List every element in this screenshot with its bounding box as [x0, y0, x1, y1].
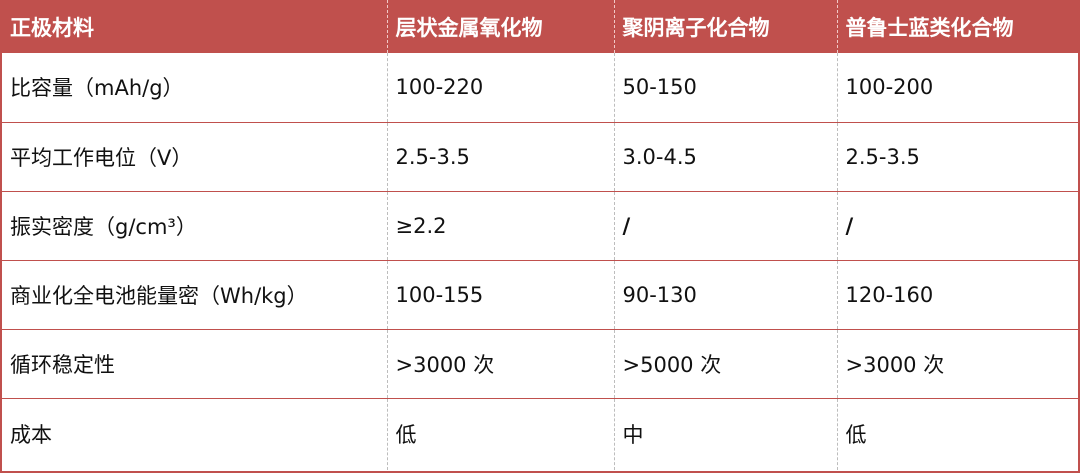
- table-header: 正极材料 层状金属氧化物 聚阴离子化合物 普鲁士蓝类化合物: [2, 0, 1078, 53]
- table-cell: 100-155: [386, 259, 614, 329]
- table-cell: ≥2.2: [386, 190, 614, 260]
- table-cell: 低: [836, 397, 1078, 470]
- header-cell-layered-oxide: 层状金属氧化物: [386, 0, 614, 53]
- table-cell: 3.0-4.5: [613, 121, 837, 191]
- header-cell-material: 正极材料: [10, 15, 94, 40]
- row-label: 成本: [2, 397, 387, 470]
- row-label: 商业化全电池能量密（Wh/kg）: [2, 259, 387, 329]
- table-row: 平均工作电位（V） 2.5-3.5 3.0-4.5 2.5-3.5: [2, 121, 1078, 191]
- table-cell: 2.5-3.5: [386, 121, 614, 191]
- table-row: 比容量（mAh/g） 100-220 50-150 100-200: [2, 53, 1078, 122]
- table-cell: 120-160: [836, 259, 1078, 329]
- table-row: 循环稳定性 >3000 次 >5000 次 >3000 次: [2, 328, 1078, 398]
- table-cell: >3000 次: [386, 328, 614, 398]
- table-row: 成本 低 中 低: [2, 397, 1078, 470]
- header-cell-prussian-blue: 普鲁士蓝类化合物: [836, 0, 1078, 53]
- table-cell: 2.5-3.5: [836, 121, 1078, 191]
- table-row: 商业化全电池能量密（Wh/kg） 100-155 90-130 120-160: [2, 259, 1078, 329]
- row-label: 振实密度（g/cm³）: [2, 190, 387, 260]
- row-label: 平均工作电位（V）: [2, 121, 387, 191]
- table-cell: 低: [386, 397, 614, 470]
- table-cell: 90-130: [613, 259, 837, 329]
- header-cell-polyanion: 聚阴离子化合物: [613, 0, 837, 53]
- table-cell: >5000 次: [613, 328, 837, 398]
- table-cell: 100-220: [386, 53, 614, 122]
- header-row: 正极材料 层状金属氧化物 聚阴离子化合物 普鲁士蓝类化合物: [2, 0, 1078, 53]
- table-cell: 100-200: [836, 53, 1078, 122]
- table-cell: 50-150: [613, 53, 837, 122]
- table-row: 振实密度（g/cm³） ≥2.2 / /: [2, 190, 1078, 260]
- table-cell: /: [836, 190, 1078, 260]
- row-label: 比容量（mAh/g）: [10, 76, 184, 101]
- table-cell: /: [613, 190, 837, 260]
- table-cell: 中: [613, 397, 837, 470]
- table-cell: >3000 次: [836, 328, 1078, 398]
- table-body: 比容量（mAh/g） 100-220 50-150 100-200 平均工作电位…: [2, 53, 1078, 470]
- row-label: 循环稳定性: [2, 328, 387, 398]
